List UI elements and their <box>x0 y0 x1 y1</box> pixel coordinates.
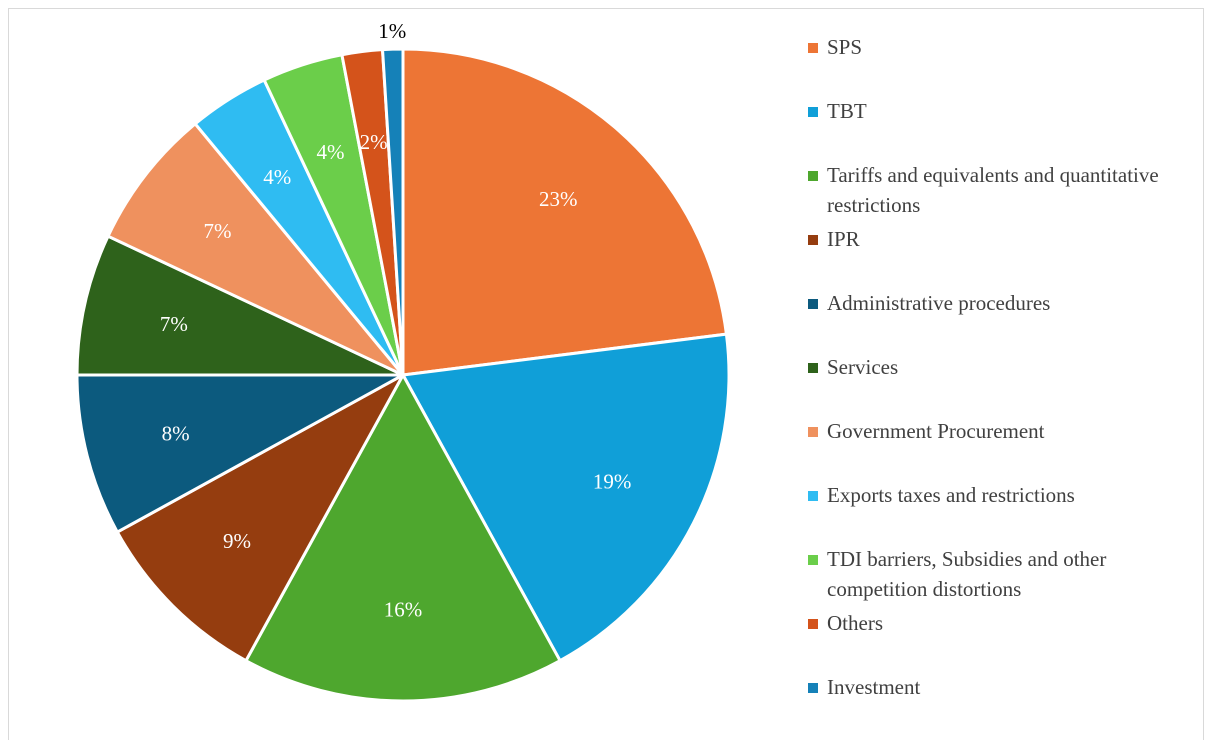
legend-item: Others <box>808 608 1197 638</box>
pie-data-label: 4% <box>263 165 291 189</box>
legend-label: Administrative procedures <box>827 291 1051 315</box>
legend-label: Tariffs and equivalents and quantitative… <box>827 163 1159 217</box>
legend-swatch <box>808 683 818 693</box>
legend-swatch <box>808 363 818 373</box>
legend-label: Government Procurement <box>827 419 1045 443</box>
legend-swatch <box>808 299 818 309</box>
legend-swatch <box>808 107 818 117</box>
legend-item: IPR <box>808 224 1197 254</box>
legend-swatch <box>808 171 818 181</box>
legend-item: TBT <box>808 96 1197 126</box>
legend-item: Services <box>808 352 1197 382</box>
pie-data-label: 9% <box>223 529 251 553</box>
pie-slice-2 <box>401 332 731 663</box>
legend-label: Exports taxes and restrictions <box>827 483 1075 507</box>
legend-label: Others <box>827 611 883 635</box>
legend-label: Services <box>827 355 899 379</box>
pie-data-label: 4% <box>316 140 344 164</box>
pie-slice-1 <box>401 47 728 377</box>
legend-label: Investment <box>827 675 921 699</box>
legend-item: Exports taxes and restrictions <box>808 480 1197 510</box>
legend-item: SPS <box>808 32 1197 62</box>
pie-slice-7 <box>106 122 405 377</box>
legend-item: Government Procurement <box>808 416 1197 446</box>
pie-slice-11 <box>381 47 405 377</box>
pie-slice-4 <box>115 373 405 663</box>
pie-data-label: 16% <box>384 598 423 622</box>
chart-frame <box>8 8 1204 740</box>
pie-data-label: 23% <box>539 187 578 211</box>
legend-label: SPS <box>827 35 863 59</box>
legend-swatch <box>808 619 818 629</box>
legend-item: Tariffs and equivalents and quantitative… <box>808 160 1197 220</box>
legend-item: TDI barriers, Subsidies and other compet… <box>808 544 1197 604</box>
legend-label: TBT <box>827 99 867 123</box>
legend-label: IPR <box>827 227 860 251</box>
pie-slice-6 <box>75 234 405 377</box>
pie-data-label: 7% <box>160 312 188 336</box>
pie-slice-3 <box>244 373 562 703</box>
pie-data-label: 19% <box>593 470 632 494</box>
pie-data-label: 1% <box>378 19 406 43</box>
pie-data-labels: 23% 19% 16% 9% 8% 7% 7% 4% 4% 2% 1% <box>160 19 631 622</box>
pie-chart: 23% 19% 16% 9% 8% 7% 7% 4% 4% 2% 1% <box>75 19 731 703</box>
legend-item: Investment <box>808 672 1197 702</box>
legend-swatch <box>808 235 818 245</box>
chart-legend: SPS TBT Tariffs and equivalents and quanti… <box>808 0 1198 742</box>
pie-data-label: 8% <box>162 421 190 445</box>
pie-data-label: 2% <box>360 130 388 154</box>
legend-label: TDI barriers, Subsidies and other compet… <box>827 547 1107 601</box>
legend-item: Administrative procedures <box>808 288 1197 318</box>
pie-slices <box>75 47 731 703</box>
legend-swatch <box>808 43 818 53</box>
pie-slice-5 <box>75 373 405 534</box>
pie-data-label: 7% <box>204 219 232 243</box>
legend-swatch <box>808 555 818 565</box>
legend-swatch <box>808 427 818 437</box>
legend-swatch <box>808 491 818 501</box>
